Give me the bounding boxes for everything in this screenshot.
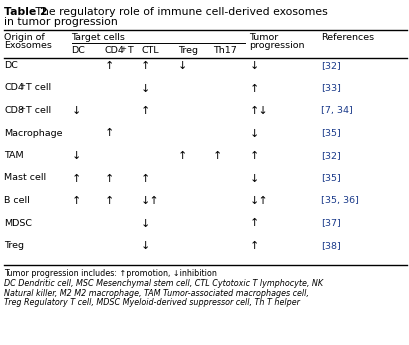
Text: DC: DC bbox=[4, 61, 18, 70]
Text: Treg: Treg bbox=[4, 241, 24, 250]
Text: Exosomes: Exosomes bbox=[4, 41, 52, 50]
Text: CD4: CD4 bbox=[104, 46, 124, 55]
Text: ↑: ↑ bbox=[213, 151, 222, 161]
Text: ↑: ↑ bbox=[141, 61, 151, 71]
Text: [35, 36]: [35, 36] bbox=[321, 196, 359, 205]
Text: CD8: CD8 bbox=[4, 106, 24, 115]
Text: T cell: T cell bbox=[23, 106, 52, 115]
Text: ↑: ↑ bbox=[104, 174, 114, 184]
Text: Target cells: Target cells bbox=[72, 33, 126, 42]
Text: ↓: ↓ bbox=[141, 241, 151, 251]
Text: TAM: TAM bbox=[4, 151, 24, 160]
Text: +: + bbox=[20, 106, 25, 112]
Text: [38]: [38] bbox=[321, 241, 341, 250]
Text: Mast cell: Mast cell bbox=[4, 174, 46, 183]
Text: ↓: ↓ bbox=[72, 106, 81, 116]
Text: in tumor progression: in tumor progression bbox=[4, 17, 118, 27]
Text: ↓↑: ↓↑ bbox=[141, 196, 160, 206]
Text: ↑: ↑ bbox=[249, 218, 259, 228]
Text: ↑: ↑ bbox=[104, 128, 114, 138]
Text: CTL: CTL bbox=[141, 46, 159, 55]
Text: ↑: ↑ bbox=[72, 174, 81, 184]
Text: MDSC: MDSC bbox=[4, 218, 32, 227]
Text: ↑: ↑ bbox=[72, 196, 81, 206]
Text: Tumor progression includes: ↑promotion, ↓inhibition: Tumor progression includes: ↑promotion, … bbox=[4, 269, 217, 278]
Text: ↓: ↓ bbox=[249, 128, 259, 138]
Text: ↓: ↓ bbox=[141, 83, 151, 93]
Text: DC: DC bbox=[72, 46, 85, 55]
Text: Th17: Th17 bbox=[213, 46, 236, 55]
Text: [32]: [32] bbox=[321, 151, 341, 160]
Text: ↓: ↓ bbox=[249, 174, 259, 184]
Text: [37]: [37] bbox=[321, 218, 341, 227]
Text: Origin of: Origin of bbox=[4, 33, 45, 42]
Text: B cell: B cell bbox=[4, 196, 30, 205]
Text: +: + bbox=[121, 46, 126, 52]
Text: ↑: ↑ bbox=[249, 83, 259, 93]
Text: ↓↑: ↓↑ bbox=[249, 196, 268, 206]
Text: DC Dendritic cell, MSC Mesenchymal stem cell, CTL Cytotoxic T lymphocyte, NK: DC Dendritic cell, MSC Mesenchymal stem … bbox=[4, 279, 323, 288]
Text: CD4: CD4 bbox=[4, 83, 24, 92]
Text: progression: progression bbox=[249, 41, 305, 50]
Text: ↑: ↑ bbox=[104, 196, 114, 206]
Text: ↑↓: ↑↓ bbox=[249, 106, 268, 116]
Text: +: + bbox=[20, 83, 25, 89]
Text: [35]: [35] bbox=[321, 128, 341, 138]
Text: [35]: [35] bbox=[321, 174, 341, 183]
Text: ↑: ↑ bbox=[141, 174, 151, 184]
Text: Natural killer, M2 M2 macrophage, TAM Tumor-associated macrophages cell,: Natural killer, M2 M2 macrophage, TAM Tu… bbox=[4, 288, 309, 297]
Text: ↓: ↓ bbox=[249, 61, 259, 71]
Text: ↓: ↓ bbox=[72, 151, 81, 161]
Text: T cell: T cell bbox=[23, 83, 52, 92]
Text: [7, 34]: [7, 34] bbox=[321, 106, 353, 115]
Text: Macrophage: Macrophage bbox=[4, 128, 63, 138]
Text: [32]: [32] bbox=[321, 61, 341, 70]
Text: Treg Regulatory T cell, MDSC Myeloid-derived suppressor cell, Th T helper: Treg Regulatory T cell, MDSC Myeloid-der… bbox=[4, 298, 300, 307]
Text: ↑: ↑ bbox=[178, 151, 187, 161]
Text: Treg: Treg bbox=[178, 46, 198, 55]
Text: ↑: ↑ bbox=[141, 106, 151, 116]
Text: The regulatory role of immune cell-derived exosomes: The regulatory role of immune cell-deriv… bbox=[32, 7, 328, 17]
Text: [33]: [33] bbox=[321, 83, 341, 92]
Text: References: References bbox=[321, 33, 374, 42]
Text: T: T bbox=[125, 46, 133, 55]
Text: ↓: ↓ bbox=[141, 218, 151, 228]
Text: ↑: ↑ bbox=[249, 241, 259, 251]
Text: ↓: ↓ bbox=[178, 61, 187, 71]
Text: ↑: ↑ bbox=[249, 151, 259, 161]
Text: Tumor: Tumor bbox=[249, 33, 279, 42]
Text: Table 2: Table 2 bbox=[4, 7, 48, 17]
Text: ↑: ↑ bbox=[104, 61, 114, 71]
